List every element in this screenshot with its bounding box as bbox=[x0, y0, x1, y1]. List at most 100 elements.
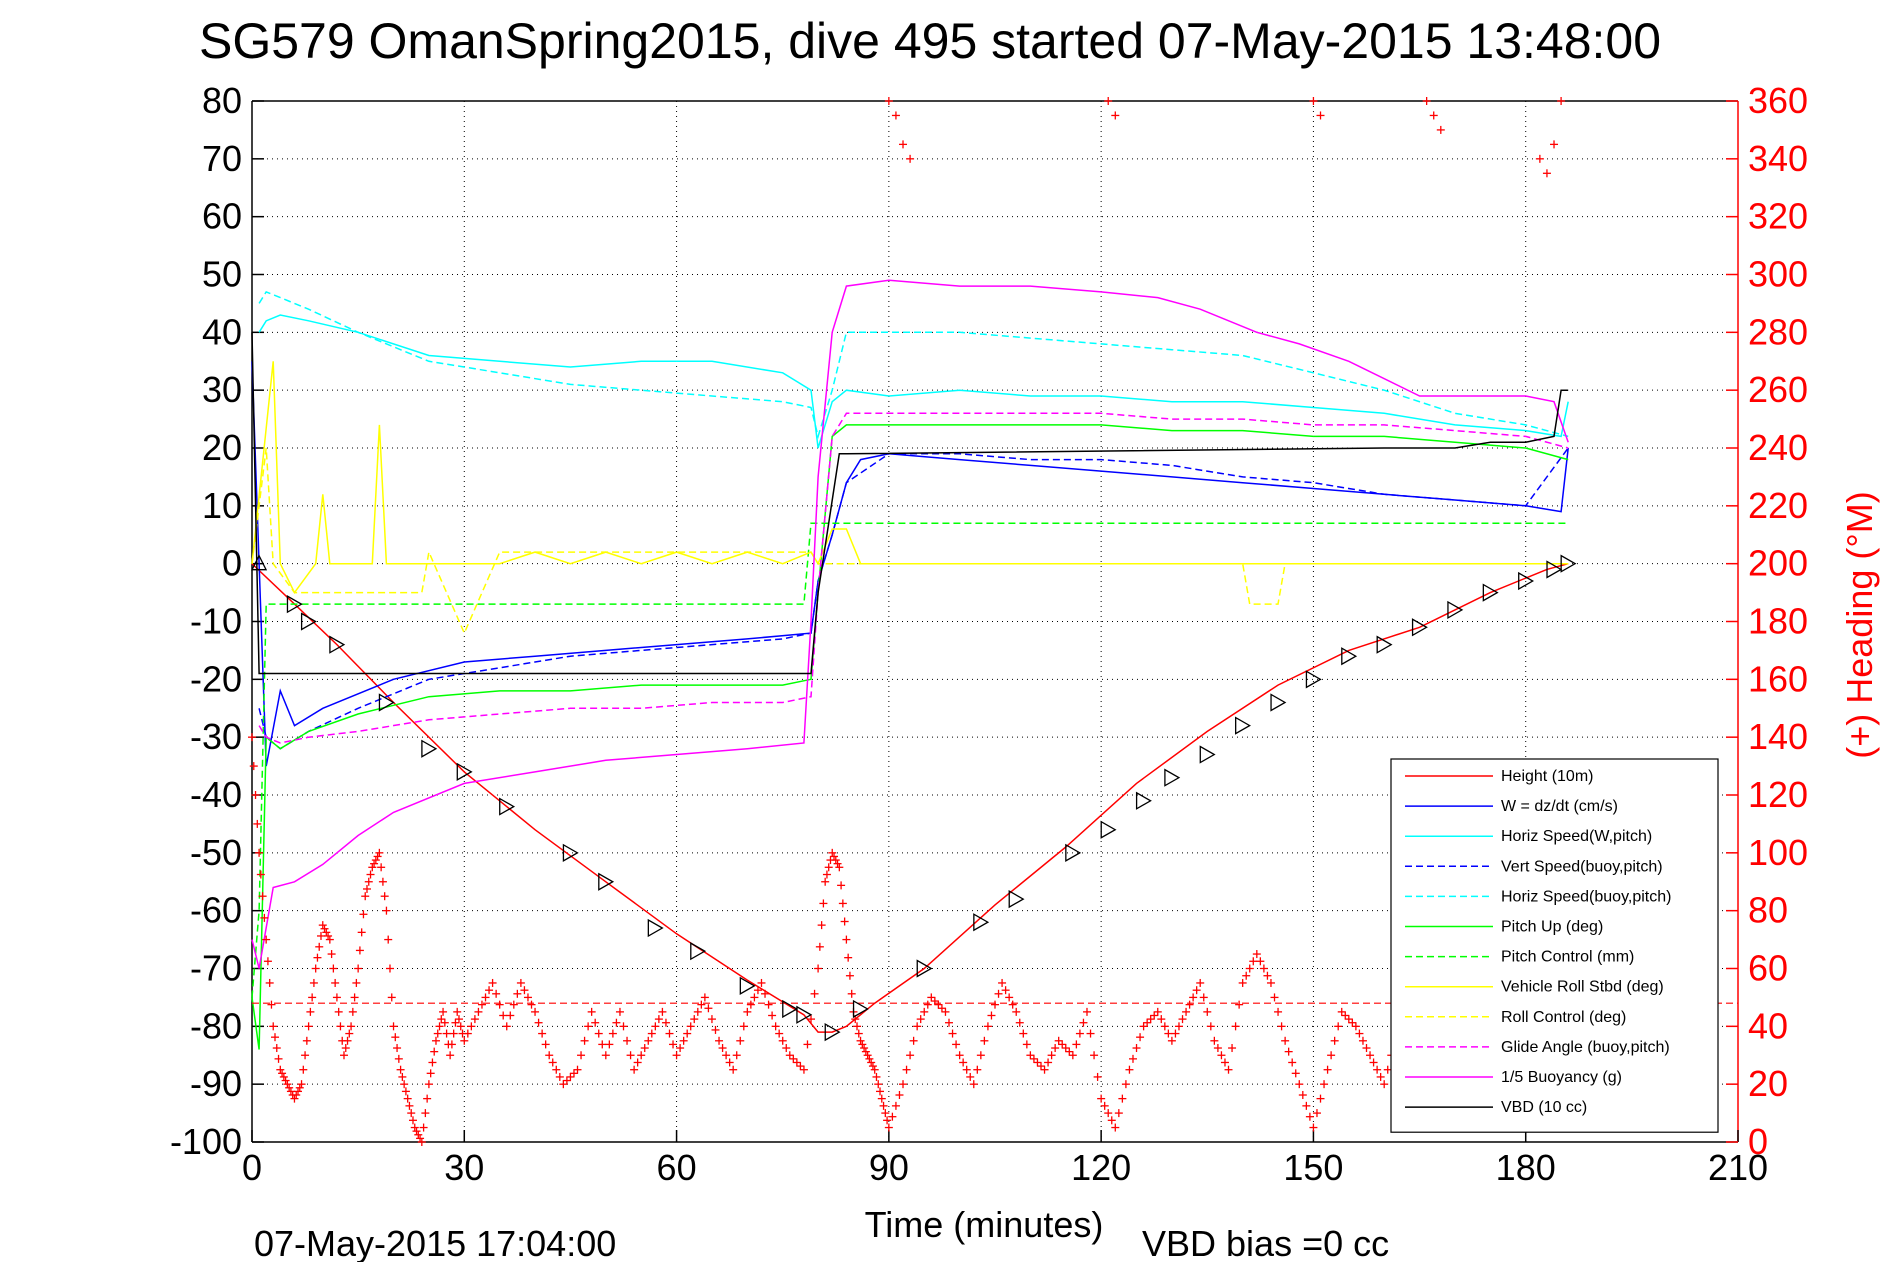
legend-entry: VBD (10 cc) bbox=[1405, 1099, 1587, 1116]
heading-point bbox=[807, 1015, 816, 1024]
heading-point bbox=[750, 993, 759, 1002]
x-tick-label: 0 bbox=[242, 1147, 262, 1188]
heading-point bbox=[690, 1015, 699, 1024]
heading-point bbox=[626, 1051, 635, 1060]
heading-point bbox=[316, 931, 325, 940]
heading-point bbox=[945, 1018, 954, 1027]
legend-label: Glide Angle (buoy,pitch) bbox=[1501, 1039, 1670, 1056]
heading-point bbox=[868, 1062, 877, 1071]
x-tick-label: 180 bbox=[1496, 1147, 1556, 1188]
heading-point bbox=[1309, 97, 1318, 105]
heading-point bbox=[447, 1040, 456, 1049]
series-line-height bbox=[251, 562, 1569, 1033]
heading-point bbox=[304, 1022, 313, 1031]
heading-point bbox=[1288, 1058, 1297, 1067]
heading-point bbox=[1093, 1072, 1102, 1081]
heading-point bbox=[389, 1022, 398, 1031]
heading-point bbox=[1337, 1007, 1346, 1016]
heading-point bbox=[1036, 1062, 1045, 1071]
heading-point bbox=[384, 935, 393, 944]
legend-entry: Glide Angle (buoy,pitch) bbox=[1405, 1039, 1670, 1056]
heading-point bbox=[927, 993, 936, 1002]
heading-point bbox=[1341, 1011, 1350, 1020]
heading-point bbox=[407, 1109, 416, 1118]
heading-point bbox=[361, 892, 370, 901]
heading-point bbox=[276, 1065, 285, 1074]
series-layer bbox=[251, 279, 1569, 1050]
dive-marker bbox=[1518, 571, 1535, 591]
heading-point bbox=[615, 1007, 624, 1016]
heading-point bbox=[789, 1054, 798, 1063]
heading-point bbox=[722, 1051, 731, 1060]
dive-marker bbox=[300, 612, 317, 631]
heading-point bbox=[573, 1065, 582, 1074]
heading-point bbox=[295, 1083, 304, 1092]
heading-point bbox=[817, 921, 826, 930]
heading-point bbox=[1061, 1044, 1070, 1053]
heading-point bbox=[437, 1015, 446, 1024]
heading-point bbox=[753, 986, 762, 995]
heading-point bbox=[274, 1054, 283, 1063]
heading-point bbox=[1118, 1094, 1127, 1103]
heading-point bbox=[837, 881, 846, 890]
heading-point bbox=[492, 989, 501, 998]
dive-marker bbox=[647, 918, 664, 938]
heading-point bbox=[651, 1022, 660, 1031]
heading-point bbox=[520, 986, 529, 995]
heading-point bbox=[1228, 1044, 1237, 1053]
heading-point bbox=[251, 791, 260, 799]
heading-point bbox=[707, 1015, 716, 1024]
heading-point bbox=[1274, 1007, 1283, 1016]
heading-point bbox=[1422, 97, 1431, 105]
heading-point bbox=[838, 899, 847, 908]
heading-point bbox=[562, 1076, 571, 1085]
heading-point bbox=[341, 1044, 350, 1053]
heading-point bbox=[426, 1069, 435, 1078]
heading-point bbox=[387, 993, 396, 1002]
heading-point bbox=[665, 1029, 674, 1038]
x-tick-label: 120 bbox=[1071, 1147, 1131, 1188]
heading-point bbox=[485, 986, 494, 995]
heading-point bbox=[672, 1051, 681, 1060]
heading-point bbox=[454, 1015, 463, 1024]
heading-point bbox=[292, 1091, 301, 1100]
heading-point bbox=[867, 1058, 876, 1067]
y-tick-label: 50 bbox=[202, 254, 242, 295]
heading-point bbox=[1238, 978, 1247, 987]
heading-point bbox=[279, 1072, 288, 1081]
legend-entry: W = dz/dt (cm/s) bbox=[1405, 798, 1618, 815]
heading-point bbox=[534, 1018, 543, 1027]
heading-point bbox=[1231, 1022, 1240, 1031]
heading-point bbox=[373, 852, 382, 861]
legend-entry: Vehicle Roll Stbd (deg) bbox=[1405, 979, 1664, 996]
y-right-tick-label: 80 bbox=[1748, 890, 1788, 931]
series-line-roll_ctrl bbox=[251, 447, 1569, 635]
heading-point bbox=[1302, 1101, 1311, 1110]
heading-point bbox=[916, 1015, 925, 1024]
ticks: 0 30 60 90 120 150 180 21080706050403020100-10-… bbox=[170, 80, 1808, 1188]
y-right-tick-label: 100 bbox=[1748, 832, 1808, 873]
heading-point bbox=[1316, 1094, 1325, 1103]
heading-point bbox=[1178, 1015, 1187, 1024]
heading-point bbox=[371, 856, 380, 865]
heading-point bbox=[1245, 964, 1254, 973]
heading-point bbox=[1369, 1058, 1378, 1067]
heading-point bbox=[775, 1029, 784, 1038]
heading-point bbox=[601, 1051, 610, 1060]
heading-point bbox=[580, 1036, 589, 1045]
heading-point bbox=[828, 848, 837, 857]
y-tick-label: -70 bbox=[190, 948, 242, 989]
heading-point bbox=[1019, 1029, 1028, 1038]
heading-point bbox=[481, 993, 490, 1002]
heading-point bbox=[700, 993, 709, 1002]
dive-marker bbox=[456, 762, 473, 781]
heading-point bbox=[559, 1080, 568, 1089]
heading-point bbox=[1121, 1080, 1130, 1089]
heading-point bbox=[729, 1065, 738, 1074]
y-tick-label: 20 bbox=[202, 427, 242, 468]
dive-marker bbox=[1065, 843, 1082, 862]
heading-point bbox=[1291, 1069, 1300, 1078]
heading-point bbox=[739, 1022, 748, 1031]
heading-point bbox=[278, 1069, 287, 1078]
